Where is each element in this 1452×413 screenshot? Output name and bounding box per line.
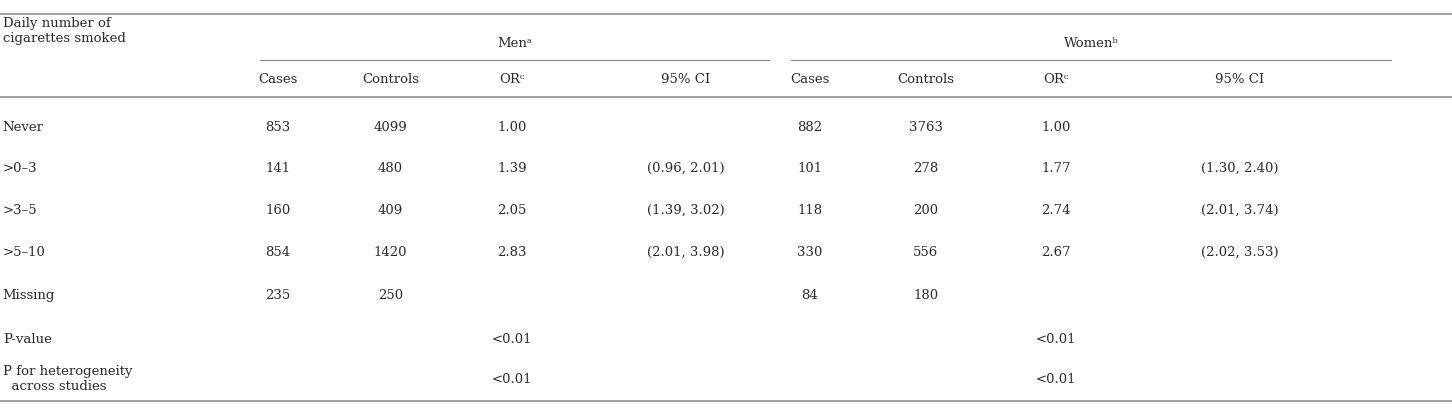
Text: <0.01: <0.01 <box>1035 372 1076 385</box>
Text: 409: 409 <box>378 203 404 216</box>
Text: 95% CI: 95% CI <box>661 73 710 86</box>
Text: <0.01: <0.01 <box>492 332 533 345</box>
Text: <0.01: <0.01 <box>492 372 533 385</box>
Text: 84: 84 <box>802 288 819 301</box>
Text: 278: 278 <box>913 161 938 174</box>
Text: 480: 480 <box>378 161 404 174</box>
Text: Menᵃ: Menᵃ <box>498 37 533 50</box>
Text: 180: 180 <box>913 288 938 301</box>
Text: 2.67: 2.67 <box>1041 246 1070 259</box>
Text: Missing: Missing <box>3 288 55 301</box>
Text: 141: 141 <box>266 161 290 174</box>
Text: >5–10: >5–10 <box>3 246 45 259</box>
Text: 556: 556 <box>913 246 938 259</box>
Text: Cases: Cases <box>258 73 298 86</box>
Text: 330: 330 <box>797 246 823 259</box>
Text: 250: 250 <box>378 288 404 301</box>
Text: ORᶜ: ORᶜ <box>1043 73 1069 86</box>
Text: (2.02, 3.53): (2.02, 3.53) <box>1201 246 1278 259</box>
Text: (2.01, 3.74): (2.01, 3.74) <box>1201 203 1278 216</box>
Text: >0–3: >0–3 <box>3 161 38 174</box>
Text: 235: 235 <box>264 288 290 301</box>
Text: (1.30, 2.40): (1.30, 2.40) <box>1201 161 1278 174</box>
Text: P for heterogeneity
  across studies: P for heterogeneity across studies <box>3 365 132 392</box>
Text: Never: Never <box>3 121 44 133</box>
Text: Controls: Controls <box>897 73 954 86</box>
Text: P-value: P-value <box>3 332 52 345</box>
Text: 101: 101 <box>797 161 822 174</box>
Text: Womenᵇ: Womenᵇ <box>1064 37 1118 50</box>
Text: Controls: Controls <box>362 73 420 86</box>
Text: (0.96, 2.01): (0.96, 2.01) <box>646 161 725 174</box>
Text: 853: 853 <box>264 121 290 133</box>
Text: 95% CI: 95% CI <box>1215 73 1265 86</box>
Text: ORᶜ: ORᶜ <box>499 73 524 86</box>
Text: 882: 882 <box>797 121 822 133</box>
Text: 1.77: 1.77 <box>1041 161 1070 174</box>
Text: 1.00: 1.00 <box>1041 121 1070 133</box>
Text: (1.39, 3.02): (1.39, 3.02) <box>646 203 725 216</box>
Text: 1420: 1420 <box>373 246 407 259</box>
Text: 160: 160 <box>264 203 290 216</box>
Text: 4099: 4099 <box>373 121 408 133</box>
Text: 2.83: 2.83 <box>497 246 527 259</box>
Text: 200: 200 <box>913 203 938 216</box>
Text: 118: 118 <box>797 203 822 216</box>
Text: 1.39: 1.39 <box>497 161 527 174</box>
Text: <0.01: <0.01 <box>1035 332 1076 345</box>
Text: (2.01, 3.98): (2.01, 3.98) <box>646 246 725 259</box>
Text: >3–5: >3–5 <box>3 203 38 216</box>
Text: Daily number of
cigarettes smoked: Daily number of cigarettes smoked <box>3 17 126 45</box>
Text: 2.74: 2.74 <box>1041 203 1070 216</box>
Text: 1.00: 1.00 <box>497 121 527 133</box>
Text: 2.05: 2.05 <box>497 203 527 216</box>
Text: 854: 854 <box>266 246 290 259</box>
Text: Cases: Cases <box>790 73 829 86</box>
Text: 3763: 3763 <box>909 121 942 133</box>
